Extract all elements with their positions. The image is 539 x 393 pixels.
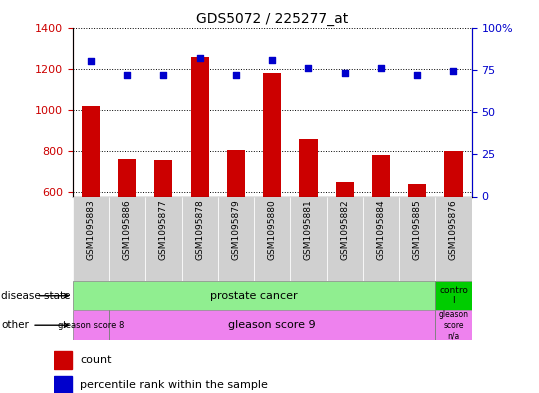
Bar bbox=[263, 73, 281, 196]
Text: GSM1095884: GSM1095884 bbox=[376, 199, 385, 260]
Text: GSM1095878: GSM1095878 bbox=[195, 199, 204, 260]
Text: GSM1095882: GSM1095882 bbox=[340, 199, 349, 260]
Text: GSM1095886: GSM1095886 bbox=[123, 199, 132, 260]
Text: gleason score 8: gleason score 8 bbox=[58, 321, 124, 330]
Bar bbox=[436, 281, 472, 310]
Bar bbox=[436, 196, 472, 281]
Bar bbox=[109, 310, 436, 340]
Text: GSM1095883: GSM1095883 bbox=[86, 199, 95, 260]
Bar bbox=[445, 151, 462, 196]
Bar bbox=[154, 160, 172, 196]
Point bbox=[449, 68, 458, 75]
Bar bbox=[399, 196, 436, 281]
Text: count: count bbox=[80, 355, 112, 365]
Bar bbox=[254, 196, 291, 281]
Bar bbox=[227, 150, 245, 196]
Bar bbox=[336, 182, 354, 196]
Bar bbox=[73, 196, 109, 281]
Bar bbox=[191, 57, 209, 196]
Text: GSM1095881: GSM1095881 bbox=[304, 199, 313, 260]
Point bbox=[413, 72, 421, 78]
Text: other: other bbox=[2, 320, 68, 330]
Text: disease state: disease state bbox=[2, 291, 71, 301]
Bar bbox=[363, 196, 399, 281]
Point bbox=[195, 55, 204, 61]
Bar bbox=[54, 351, 72, 369]
Bar bbox=[291, 196, 327, 281]
Bar bbox=[182, 196, 218, 281]
Text: GSM1095879: GSM1095879 bbox=[231, 199, 240, 260]
Point bbox=[304, 65, 313, 71]
Bar bbox=[146, 196, 182, 281]
Text: percentile rank within the sample: percentile rank within the sample bbox=[80, 380, 268, 390]
Title: GDS5072 / 225277_at: GDS5072 / 225277_at bbox=[196, 13, 348, 26]
Bar bbox=[436, 310, 472, 340]
Bar bbox=[372, 155, 390, 196]
Point bbox=[341, 70, 349, 76]
Bar bbox=[82, 106, 100, 196]
Text: gleason score 9: gleason score 9 bbox=[229, 320, 316, 330]
Point bbox=[268, 57, 277, 63]
Bar bbox=[327, 196, 363, 281]
Text: GSM1095876: GSM1095876 bbox=[449, 199, 458, 260]
Bar bbox=[218, 196, 254, 281]
Point bbox=[123, 72, 132, 78]
Bar bbox=[408, 184, 426, 196]
Text: GSM1095877: GSM1095877 bbox=[159, 199, 168, 260]
Bar bbox=[109, 196, 146, 281]
Bar bbox=[118, 160, 136, 196]
Bar bbox=[54, 376, 72, 393]
Text: prostate cancer: prostate cancer bbox=[210, 291, 298, 301]
Point bbox=[377, 65, 385, 71]
Text: GSM1095885: GSM1095885 bbox=[413, 199, 421, 260]
Bar bbox=[73, 310, 109, 340]
Text: gleason
score
n/a: gleason score n/a bbox=[439, 310, 468, 340]
Text: contro
l: contro l bbox=[439, 286, 468, 305]
Bar bbox=[299, 139, 317, 196]
Point bbox=[87, 58, 95, 64]
Point bbox=[159, 72, 168, 78]
Text: GSM1095880: GSM1095880 bbox=[268, 199, 277, 260]
Point bbox=[232, 72, 240, 78]
